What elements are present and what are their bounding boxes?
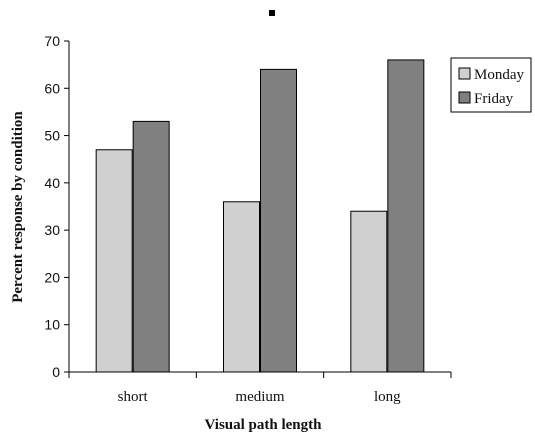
bar-friday-short (132, 120, 170, 373)
y-axis-title: Percent response by condition (10, 111, 26, 303)
y-tick-label-0: 0 (52, 364, 60, 380)
bar-monday-short (95, 149, 133, 373)
title-marker (269, 10, 275, 16)
legend-label-monday: Monday (474, 67, 524, 83)
bar-friday-long (387, 59, 425, 373)
legend: Monday Friday (450, 57, 532, 113)
legend-swatch-monday (458, 67, 471, 80)
x-axis-title: Visual path length (205, 417, 323, 433)
x-tick-label-short: short (118, 389, 149, 405)
y-tick-label-30: 30 (44, 222, 60, 238)
x-tick-label-medium: medium (235, 389, 284, 405)
y-tick-label-50: 50 (44, 128, 60, 144)
bars-layer (95, 59, 425, 373)
legend-label-friday: Friday (474, 91, 514, 107)
bar-monday-medium (223, 201, 260, 373)
y-tick-label-40: 40 (44, 175, 60, 191)
bar-friday-medium (260, 68, 297, 373)
bar-monday-long (350, 210, 388, 373)
y-tick-label-60: 60 (44, 80, 60, 96)
y-tick-label-10: 10 (44, 317, 60, 333)
y-tick-label-20: 20 (44, 269, 60, 285)
axes-layer: short medium long 0 10 20 30 40 50 60 70 (44, 33, 452, 405)
legend-swatch-friday (458, 91, 471, 104)
x-tick-label-long: long (374, 389, 401, 405)
y-tick-label-70: 70 (44, 33, 60, 49)
